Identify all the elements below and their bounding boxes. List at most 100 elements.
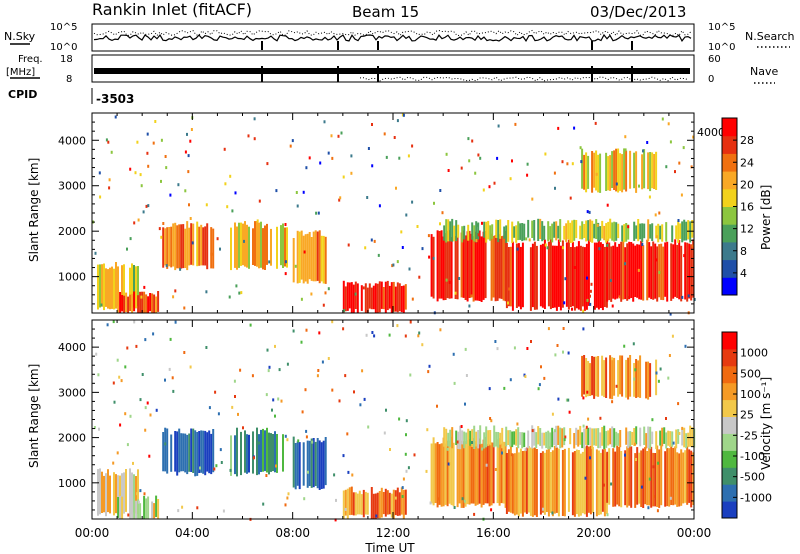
power-scatter-point — [108, 186, 111, 190]
power-streak — [541, 243, 544, 308]
velocity-streak — [636, 447, 639, 505]
nsky-tick-top: 10^5 — [50, 22, 77, 33]
power-scatter-point — [243, 239, 245, 243]
velocity-streak — [599, 432, 602, 449]
velocity-scatter-point — [611, 400, 614, 404]
velocity-scatter-point — [606, 513, 609, 517]
velocity-streak — [609, 428, 612, 445]
velocity-streak — [487, 430, 490, 446]
power-streak — [186, 221, 189, 271]
power-scatter-point — [205, 203, 208, 207]
power-streak — [461, 226, 464, 243]
velocity-scatter-point — [95, 352, 98, 356]
power-scatter-point — [160, 138, 163, 142]
power-streak — [97, 264, 99, 310]
power-streak — [101, 264, 103, 307]
velocity-scatter-point — [426, 428, 429, 432]
power-scatter-point — [638, 184, 640, 188]
velocity-streak — [513, 431, 516, 445]
velocity-scatter-point — [494, 340, 497, 343]
x-tick-labels: 00:00 04:00 08:00 12:00 16:00 20:00 00:00 — [75, 526, 712, 540]
power-streak — [119, 292, 122, 313]
power-streak — [495, 219, 498, 238]
velocity-scatter-point — [389, 448, 391, 451]
power-scatter-point — [165, 264, 168, 268]
velocity-streak — [202, 430, 205, 474]
velocity-streak — [188, 433, 191, 472]
power-streak — [396, 282, 399, 313]
velocity-scatter-point — [373, 334, 376, 338]
velocity-scatter-point — [677, 402, 680, 406]
power-streak — [679, 223, 682, 239]
power-streak — [498, 234, 501, 299]
velocity-streak — [645, 433, 648, 449]
velocity-scatter-point — [589, 456, 591, 460]
power-streak — [683, 219, 686, 241]
velocity-scatter-point — [367, 425, 370, 429]
power-scatter-point — [247, 134, 250, 138]
velocity-scatter-point — [363, 397, 366, 401]
velocity-streak — [135, 476, 137, 514]
power-streak — [523, 223, 526, 241]
power-streak — [489, 225, 492, 241]
power-streak — [652, 241, 655, 300]
power-scatter-point — [340, 131, 343, 135]
velocity-streak — [613, 428, 616, 448]
colorbar-tick-label: 4 — [740, 267, 747, 280]
power-streak — [549, 239, 552, 310]
power-streak — [537, 218, 540, 241]
power-streak — [198, 226, 201, 266]
power-scatter-point — [147, 164, 150, 168]
velocity-streak — [459, 425, 462, 450]
power-streak — [557, 225, 560, 239]
velocity-streak — [647, 426, 650, 449]
velocity-scatter-point — [361, 369, 364, 373]
power-streak — [352, 284, 355, 313]
power-streak — [248, 226, 250, 269]
velocity-streak — [511, 453, 514, 514]
velocity-streak — [499, 432, 502, 445]
velocity-scatter-point — [510, 453, 513, 457]
velocity-streak — [612, 448, 615, 507]
y-tick-label: 3000 — [58, 386, 86, 399]
freq-label: Freq. — [18, 54, 43, 65]
velocity-streak — [585, 428, 588, 445]
velocity-streak — [274, 431, 276, 473]
velocity-scatter-point — [668, 354, 671, 357]
velocity-streak — [517, 452, 520, 517]
velocity-streak — [308, 440, 311, 486]
power-scatter-point — [396, 260, 399, 264]
velocity-scatter-point — [112, 381, 115, 385]
power-streak — [466, 231, 469, 302]
power-scatter-point — [99, 195, 102, 199]
velocity-streak — [597, 450, 600, 516]
power-streak — [477, 222, 480, 240]
velocity-streak — [535, 432, 538, 449]
velocity-streak — [597, 356, 600, 397]
power-scatter-point — [303, 250, 306, 254]
power-streak — [655, 225, 658, 239]
power-streak — [535, 245, 538, 310]
power-scatter-point — [305, 166, 308, 170]
velocity-streak — [615, 431, 618, 446]
power-streak — [368, 283, 371, 309]
power-streak — [457, 224, 460, 238]
power-scatter-point — [460, 166, 463, 170]
velocity-streak — [469, 430, 472, 446]
velocity-scatter-point — [565, 398, 568, 402]
velocity-scatter-point — [148, 454, 151, 458]
velocity-streak — [388, 492, 391, 515]
power-streak — [620, 241, 623, 302]
velocity-streak — [348, 487, 351, 516]
velocity-scatter-point — [239, 368, 242, 372]
velocity-scatter-point — [526, 347, 529, 350]
velocity-streak — [605, 431, 608, 448]
power-scatter-point — [342, 175, 345, 179]
velocity-streak — [682, 452, 685, 504]
power-streak — [671, 225, 674, 243]
velocity-streak — [666, 448, 669, 507]
power-streak — [238, 222, 240, 268]
power-streak — [262, 228, 264, 270]
velocity-streak — [606, 451, 609, 503]
power-scatter-point — [364, 246, 367, 250]
